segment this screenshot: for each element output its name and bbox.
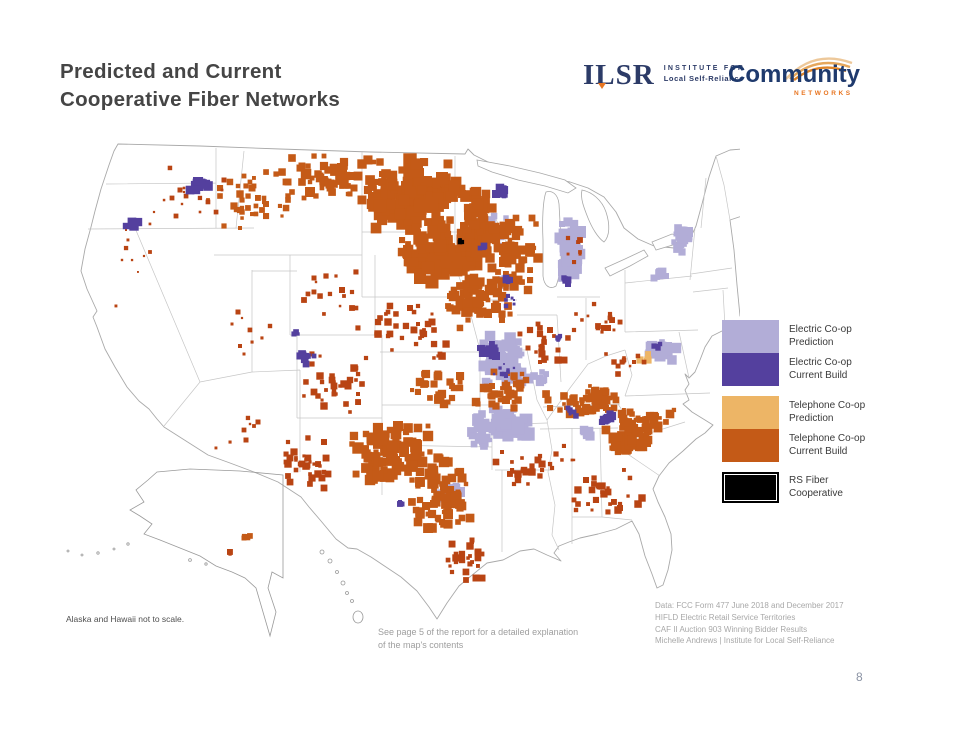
community-wordmark: Community: [728, 61, 860, 88]
map-clusters: [114, 153, 693, 583]
data-sources: Data: FCC Form 477 June 2018 and Decembe…: [655, 600, 844, 647]
ilsr-line1: INSTITUTE FOR: [663, 65, 746, 72]
legend-swatch-electric-build: [722, 353, 779, 386]
ilsr-logo-text: INSTITUTE FOR Local Self-Reliance: [664, 65, 746, 83]
legend-swatch-telephone-build: [722, 429, 779, 462]
source-line: Data: FCC Form 477 June 2018 and Decembe…: [655, 601, 844, 610]
ilsr-logo-abbr: ILSR: [583, 59, 655, 91]
community-networks-logo: Community NETWORKS: [728, 57, 888, 103]
map-legend: Electric Co-op Prediction Electric Co-op C…: [722, 320, 865, 513]
page-title-line1: Predicted and Current: [60, 60, 282, 83]
community-networks-sub: NETWORKS: [794, 90, 853, 97]
legend-item-telephone-build: Telephone Co-op Current Build: [722, 429, 865, 462]
great-lakes: [476, 159, 682, 288]
legend-label-electric-build: Electric Co-op Current Build: [789, 357, 852, 381]
page-title: Predicted and Current Cooperative Fiber …: [60, 58, 340, 114]
legend-label-telephone-prediction: Telephone Co-op Prediction: [789, 400, 866, 424]
legend-swatch-electric-prediction: [722, 320, 779, 353]
legend-group-rs-fiber: RS Fiber Cooperative: [722, 472, 865, 503]
legend-swatch-rs-fiber: [722, 472, 779, 503]
scale-note: Alaska and Hawaii not to scale.: [66, 614, 185, 624]
us-coop-fiber-map: [66, 143, 740, 638]
legend-group-electric: Electric Co-op Prediction Electric Co-op C…: [722, 320, 865, 386]
hawaii-islands: [319, 549, 364, 624]
legend-label-electric-prediction: Electric Co-op Prediction: [789, 324, 852, 348]
ilsr-line2: Local Self-Reliance: [663, 74, 744, 83]
legend-item-electric-prediction: Electric Co-op Prediction: [722, 320, 865, 353]
alaska-outline: [66, 468, 284, 638]
ilsr-arrow-icon: [598, 83, 606, 89]
state-borders: [87, 148, 733, 552]
legend-swatch-telephone-prediction: [722, 396, 779, 429]
legend-label-rs-fiber: RS Fiber Cooperative: [789, 475, 843, 499]
page-number: 8: [856, 670, 863, 684]
legend-item-rs-fiber: RS Fiber Cooperative: [722, 472, 865, 503]
community-arcs-icon: [785, 57, 853, 81]
explanation-note: See page 5 of the report for a detailed …: [378, 627, 579, 650]
legend-item-telephone-prediction: Telephone Co-op Prediction: [722, 396, 865, 429]
legend-item-electric-build: Electric Co-op Current Build: [722, 353, 865, 386]
source-line: Michelle Andrews | Institute for Local S…: [655, 636, 835, 646]
ilsr-logo: ILSR INSTITUTE FOR Local Self-Reliance: [583, 60, 745, 90]
legend-group-telephone: Telephone Co-op Prediction Telephone Co-o…: [722, 396, 865, 462]
page-title-line2: Cooperative Fiber Networks: [60, 88, 341, 111]
legend-label-telephone-build: Telephone Co-op Current Build: [789, 433, 866, 457]
source-line: HIFLD Electric Retail Service Territorie…: [655, 612, 796, 622]
source-line: CAF II Auction 903 Winning Bidder Result…: [655, 624, 808, 634]
